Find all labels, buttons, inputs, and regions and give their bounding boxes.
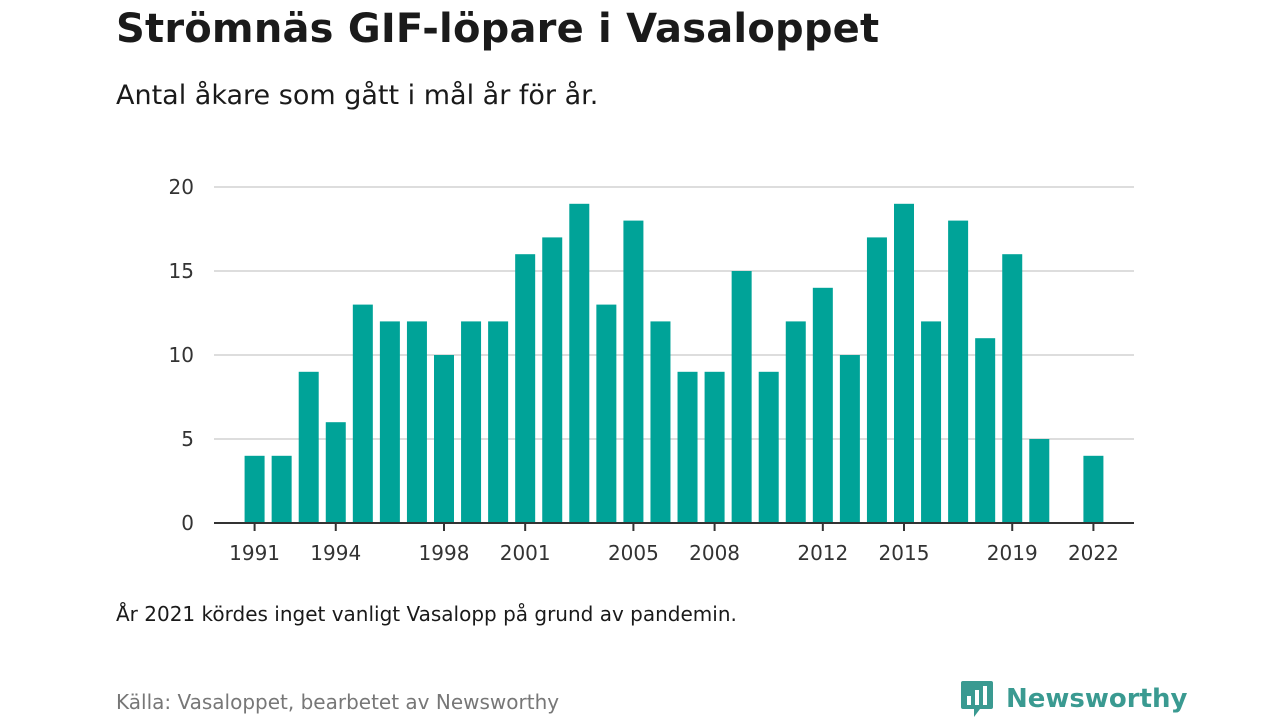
bar — [542, 237, 563, 523]
grid-lines — [214, 186, 1134, 440]
bar — [839, 355, 860, 523]
bar — [785, 321, 806, 523]
x-tick-label: 2022 — [1068, 541, 1119, 565]
bar — [379, 321, 400, 523]
bar — [623, 220, 644, 523]
footnote: År 2021 kördes inget vanligt Vasalopp på… — [116, 602, 737, 626]
bar — [515, 254, 536, 523]
bar — [975, 338, 996, 523]
source-text: Källa: Vasaloppet, bearbetet av Newswort… — [116, 690, 560, 714]
bar — [434, 355, 454, 523]
newsworthy-logo-text: Newsworthy — [1006, 684, 1188, 714]
y-tick-label: 5 — [181, 427, 194, 451]
x-tick-label: 1994 — [310, 541, 361, 565]
x-tick-label: 2008 — [689, 541, 740, 565]
bar — [1002, 254, 1023, 523]
bar — [866, 237, 887, 523]
chart-subtitle: Antal åkare som gått i mål år för år. — [116, 80, 599, 111]
bar — [948, 220, 969, 523]
bar — [461, 321, 482, 523]
bar — [325, 422, 346, 523]
x-tick-label: 2001 — [500, 541, 551, 565]
bar — [298, 371, 319, 523]
bar — [650, 321, 671, 523]
chart-title: Strömnäs GIF-löpare i Vasaloppet — [116, 6, 880, 52]
bar — [271, 455, 292, 523]
bar — [677, 371, 698, 523]
bar — [704, 371, 725, 523]
y-tick-label: 20 — [169, 175, 194, 199]
axes: 0 5 10 15 20 1991 1994 1998 2001 2005 2008 2012 2015… — [169, 175, 1134, 565]
bar — [921, 321, 942, 523]
bars — [244, 203, 1104, 524]
y-tick-label: 15 — [169, 259, 194, 283]
newsworthy-logo: Newsworthy — [960, 680, 1187, 718]
x-tick-label: 2015 — [879, 541, 930, 565]
bar — [894, 203, 914, 524]
bar — [1083, 455, 1104, 523]
bar — [352, 304, 373, 523]
y-tick-label: 0 — [181, 511, 194, 535]
bar — [758, 371, 779, 523]
bar — [731, 271, 752, 523]
bar — [406, 321, 427, 523]
bar — [244, 455, 265, 523]
bar — [569, 203, 590, 524]
x-tick-label: 2019 — [987, 541, 1038, 565]
bar — [1029, 439, 1050, 523]
x-tick-label: 1998 — [419, 541, 470, 565]
bar — [812, 287, 833, 523]
bar — [488, 321, 509, 523]
x-tick-label: 1991 — [229, 541, 280, 565]
x-tick-label: 2012 — [797, 541, 848, 565]
y-tick-label: 10 — [169, 343, 194, 367]
x-tick-label: 2005 — [608, 541, 659, 565]
bar — [596, 304, 617, 523]
newsworthy-logo-icon — [961, 681, 993, 717]
